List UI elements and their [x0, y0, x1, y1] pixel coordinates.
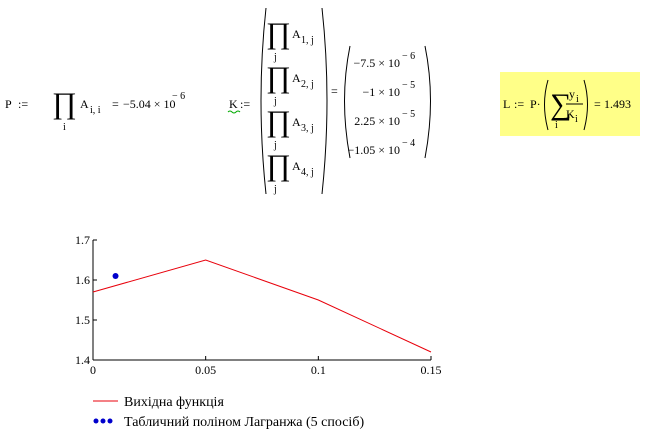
chart: 1.4 1.5 1.6 1.7 0 0.05 0.1 0.15 Вихідна функція Т… [75, 233, 442, 430]
term-sub: 2, j [301, 79, 314, 90]
term: A [80, 97, 89, 111]
term: A [292, 115, 301, 129]
term-sub: 1, j [301, 35, 314, 46]
k-rows: ∏jA 1, j∏jA 2, j∏jA 3, j∏jA 4, j [266, 17, 314, 195]
k-results: −7.5 × 10− 6−1 × 10− 52.25 × 10− 5−1.05 … [347, 51, 415, 157]
formula-k: K := ∏jA 1, j∏jA 2, j∏jA 3, j∏jA 4, j = −7.5… [227, 7, 431, 195]
assign: := [18, 97, 28, 111]
index: j [273, 52, 277, 63]
numerator-sub: i [576, 94, 579, 105]
mantissa: −1.05 × 10 [347, 143, 400, 157]
wavy-underline [227, 110, 241, 114]
lhs: P [5, 97, 12, 111]
paren [321, 7, 328, 195]
paren [344, 45, 351, 159]
paren [544, 79, 549, 131]
product: ∏ [52, 87, 77, 120]
equals: = [594, 97, 601, 111]
sum: ∑ [550, 88, 571, 121]
legend-label: Табличний поліном Лагранжа (5 спосіб) [124, 415, 364, 430]
legend-swatch [93, 418, 99, 424]
x-tick-label: 0 [90, 363, 96, 377]
equals: = [112, 97, 119, 111]
index: i [555, 120, 558, 131]
index: j [273, 140, 277, 151]
term: A [292, 71, 301, 85]
paren [583, 79, 588, 131]
product: ∏ [266, 17, 291, 50]
y-tick-label: 1.4 [75, 353, 90, 367]
y-tick-label: 1.7 [75, 233, 90, 247]
x-tick-label: 0.05 [195, 363, 216, 377]
result: −5.04 × 10 [123, 97, 176, 111]
paren [424, 45, 431, 159]
formula-l: L := P· ∑ i y i K i = 1.493 [500, 72, 640, 136]
exponent: − 4 [402, 138, 415, 149]
y-tick-label: 1.6 [75, 273, 90, 287]
mantissa: −7.5 × 10 [353, 56, 400, 70]
exponent: − 6 [402, 51, 415, 62]
term: A [292, 159, 301, 173]
exponent: − 5 [402, 109, 415, 120]
legend-swatch [100, 418, 106, 424]
mantissa: −1 × 10 [362, 85, 400, 99]
result: 1.493 [604, 97, 631, 111]
exponent: − 5 [402, 80, 415, 91]
denominator-sub: i [575, 114, 578, 125]
factor: P· [530, 97, 541, 111]
x-tick-label: 0.15 [421, 363, 442, 377]
equals: = [331, 84, 338, 98]
product: ∏ [266, 105, 291, 138]
x-tick-label: 0.1 [311, 363, 326, 377]
numerator: y [569, 87, 575, 101]
y-tick-label: 1.5 [75, 313, 90, 327]
denominator: K [566, 107, 575, 121]
legend-label: Вихідна функція [124, 395, 224, 410]
mantissa: 2.25 × 10 [354, 114, 400, 128]
result-exp: − 6 [172, 91, 185, 102]
legend-swatch [107, 418, 113, 424]
index: j [273, 96, 277, 107]
term-sub: i, i [90, 105, 101, 116]
assign: := [514, 97, 524, 111]
lhs: K [229, 97, 238, 111]
term-sub: 3, j [301, 123, 314, 134]
term-sub: 4, j [301, 167, 314, 178]
lhs: L [503, 97, 510, 111]
term: A [292, 27, 301, 41]
product: ∏ [266, 61, 291, 94]
paren [260, 7, 267, 195]
product: ∏ [266, 149, 291, 182]
index: j [273, 184, 277, 195]
formula-p: P := ∏ i A i, i = −5.04 × 10 − 6 [5, 87, 185, 133]
index: i [63, 122, 66, 133]
assign: := [240, 97, 250, 111]
series-line [92, 259, 432, 353]
point [112, 273, 119, 279]
